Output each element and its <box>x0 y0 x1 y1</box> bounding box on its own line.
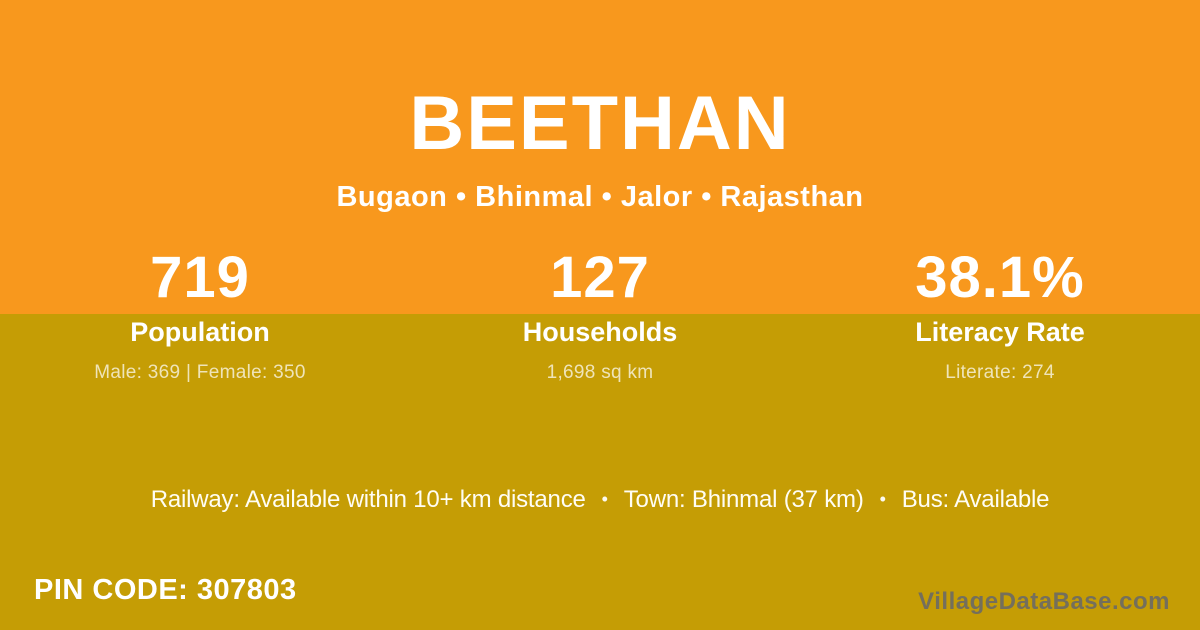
bus-info: Bus: Available <box>901 486 1050 513</box>
literacy-label: Literacy Rate <box>915 317 1085 347</box>
railway-info: Railway: Available within 10+ km distanc… <box>150 486 586 513</box>
households-value: 127 <box>550 245 650 310</box>
bullet-separator: • <box>879 489 886 509</box>
stat-population: 719 Population Male: 369 | Female: 350 <box>0 248 400 384</box>
literacy-value: 38.1% <box>915 245 1085 310</box>
population-value: 719 <box>150 245 250 310</box>
orange-header-band <box>0 0 1200 314</box>
stat-literacy-rate: 38.1% Literacy Rate Literate: 274 <box>800 248 1200 384</box>
population-detail: Male: 369 | Female: 350 <box>94 362 306 383</box>
transport-info-line: Railway: Available within 10+ km distanc… <box>0 486 1200 514</box>
site-watermark: VillageDataBase.com <box>918 588 1170 615</box>
town-info: Town: Bhinmal (37 km) <box>623 486 864 513</box>
location-breadcrumb: Bugaon • Bhinmal • Jalor • Rajasthan <box>336 181 864 213</box>
pin-code-label: PIN CODE: 307803 <box>34 574 297 606</box>
stats-row: 719 Population Male: 369 | Female: 350 1… <box>0 248 1200 384</box>
village-name-title: BEETHAN <box>409 81 791 166</box>
households-label: Households <box>522 317 678 347</box>
literacy-detail: Literate: 274 <box>945 362 1055 383</box>
stat-households: 127 Households 1,698 sq km <box>400 248 800 384</box>
households-detail: 1,698 sq km <box>546 362 654 383</box>
bullet-separator: • <box>601 489 608 509</box>
population-label: Population <box>130 317 270 347</box>
